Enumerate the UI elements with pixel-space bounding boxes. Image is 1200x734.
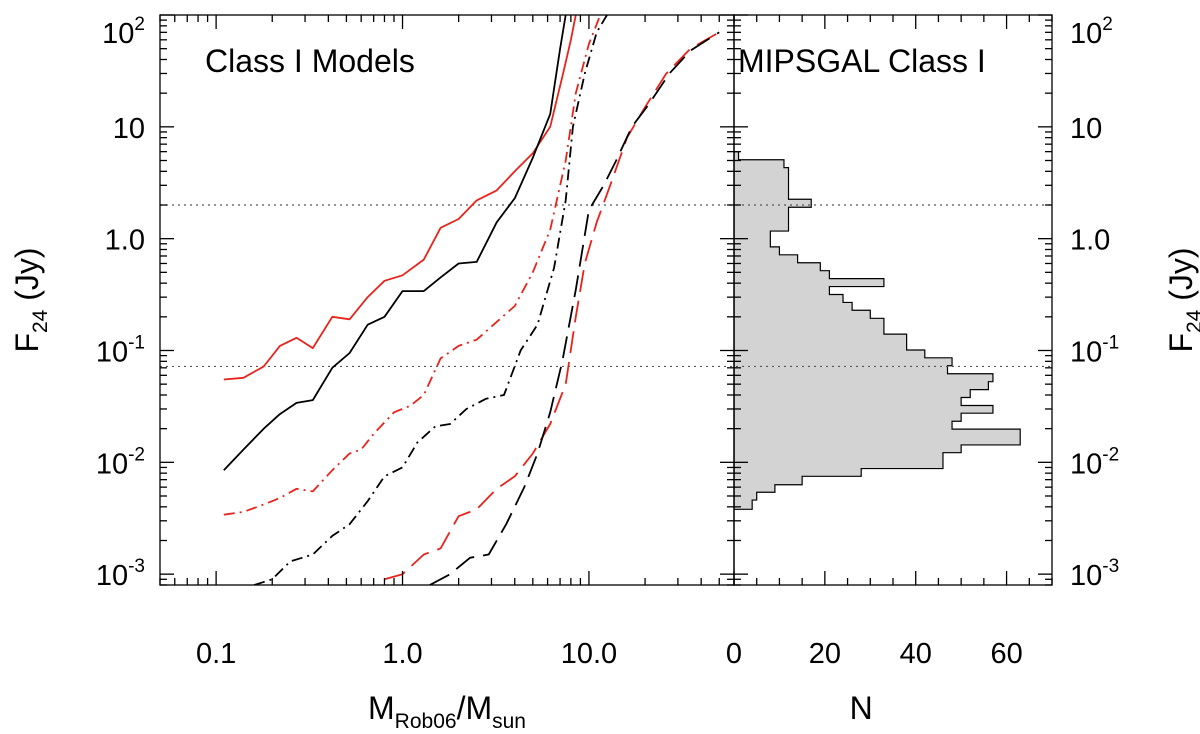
y-tick-label-right: 102 <box>1070 14 1113 50</box>
right-panel-title: MIPSGAL Class I <box>738 43 986 79</box>
x-tick-label-right: 20 <box>809 638 841 670</box>
left-panel-frame <box>159 14 735 586</box>
label-part: 1.0 <box>105 225 145 257</box>
label-part: 10 <box>1070 336 1102 368</box>
label-part: /M <box>457 690 493 726</box>
label-part: sun <box>492 710 526 733</box>
left-panel-title: Class I Models <box>205 43 415 79</box>
y-axis-title-left: F24 (Jy) <box>9 247 52 352</box>
label-part: -1 <box>1102 332 1119 353</box>
label-part: F <box>1163 333 1199 353</box>
label-part: 10 <box>1070 560 1102 592</box>
x-tick-label-right: 0 <box>726 638 742 670</box>
x-tick-label-left: 0.1 <box>196 638 236 670</box>
y-tick-label-right: 10-3 <box>1070 556 1119 592</box>
model-curve-4 <box>253 15 608 585</box>
y-tick-label-right: 10-2 <box>1070 444 1119 480</box>
label-part: 1.0 <box>1070 225 1110 257</box>
model-curve-6 <box>429 31 720 585</box>
model-curve-3 <box>223 15 602 516</box>
label-part: 10 <box>96 560 128 592</box>
label-part: 2 <box>1102 14 1113 35</box>
x-tick-label-left: 1.0 <box>382 638 422 670</box>
label-part: (Jy) <box>9 247 45 309</box>
y-tick-label-right: 10-1 <box>1070 332 1119 368</box>
label-part: -3 <box>128 556 145 577</box>
label-part: 10 <box>1070 18 1102 50</box>
histogram-bars <box>734 151 1021 510</box>
label-part: 24 <box>29 309 52 333</box>
x-tick-label-right: 60 <box>990 638 1022 670</box>
model-curve-5 <box>384 31 720 581</box>
label-part: (Jy) <box>1163 247 1199 309</box>
label-part: -2 <box>128 444 145 465</box>
label-part: 10 <box>96 448 128 480</box>
label-part: 10 <box>1070 448 1102 480</box>
label-part: -2 <box>1102 444 1119 465</box>
y-tick-label-right: 1.0 <box>1070 225 1110 257</box>
label-part: Rob06 <box>395 710 457 733</box>
y-axis-title-right: F24 (Jy) <box>1163 247 1200 352</box>
label-part: F <box>9 333 45 353</box>
y-tick-label-left: 10 <box>113 113 145 145</box>
model-curve-2 <box>223 15 567 471</box>
y-tick-label-left: 1.0 <box>105 225 145 257</box>
label-part: 24 <box>1183 309 1200 333</box>
y-tick-label-right: 10 <box>1070 113 1102 145</box>
label-part: -3 <box>1102 556 1119 577</box>
x-axis-title-right: N <box>850 690 873 726</box>
x-tick-label-right: 40 <box>900 638 932 670</box>
y-tick-label-left: 10-3 <box>96 556 145 592</box>
x-tick-label-left: 10.0 <box>561 638 617 670</box>
label-part: 10 <box>96 336 128 368</box>
label-part: M <box>368 690 395 726</box>
model-curve-1 <box>223 15 577 381</box>
y-tick-label-left: 10-1 <box>96 332 145 368</box>
label-part: 2 <box>134 14 145 35</box>
y-tick-label-left: 10-2 <box>96 444 145 480</box>
label-part: -1 <box>128 332 145 353</box>
x-axis-title-left: MRob06/Msun <box>368 690 526 733</box>
label-part: 10 <box>102 18 134 50</box>
label-part: 10 <box>1070 113 1102 145</box>
y-tick-label-left: 102 <box>102 14 145 50</box>
label-part: 10 <box>113 113 145 145</box>
